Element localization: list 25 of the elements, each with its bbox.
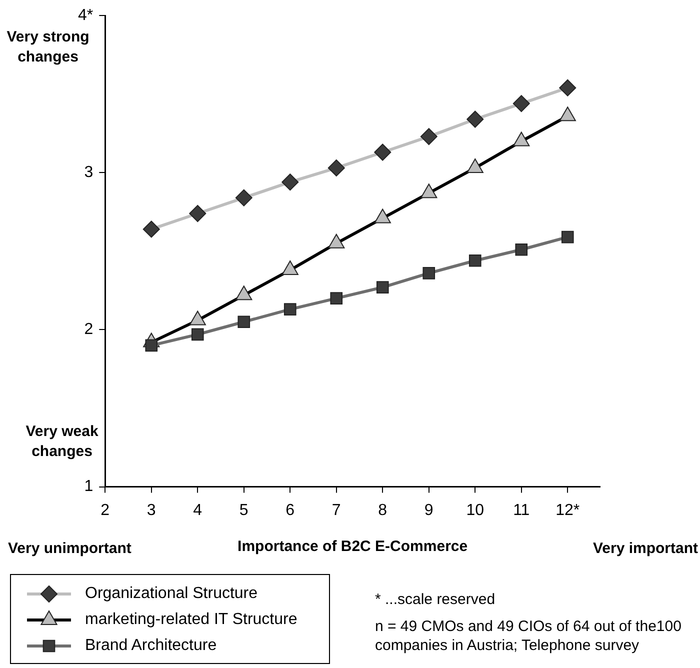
y-tick-label: 2 — [84, 321, 94, 338]
x-tick-label: 6 — [286, 502, 295, 519]
x-tick-label: 7 — [332, 502, 341, 519]
x-tick-label: 8 — [378, 502, 388, 519]
x-tick-label: 4 — [193, 502, 202, 519]
x-tick-label: 10 — [466, 502, 484, 519]
legend-label: Organizational Structure — [85, 585, 258, 603]
x-tick-label: 11 — [513, 502, 530, 519]
legend-label: marketing-related IT Structure — [85, 611, 298, 629]
legend-label: Brand Architecture — [85, 637, 217, 655]
x-axis-title: Importance of B2C E-Commerce — [238, 538, 468, 556]
x-tick-label: 2 — [100, 502, 110, 519]
text: Very unimportant — [8, 540, 132, 557]
text: Very weak changes — [26, 422, 99, 460]
text: n = 49 CMOs and 49 CIOs of 64 out of the100 companies in Austria; Telephone survey — [375, 617, 682, 655]
text: Very strong changes — [6, 28, 90, 66]
text: * ...scale reserved — [375, 590, 496, 609]
y-tick-label: 4* — [78, 7, 94, 24]
x-tick-label: 9 — [424, 502, 434, 519]
x-tick-label: 12* — [556, 502, 580, 519]
text: Very important — [592, 540, 698, 557]
y-tick-label: 3 — [84, 164, 94, 182]
x-tick-label: 3 — [146, 502, 156, 519]
y-tick-label: 1 — [84, 478, 94, 496]
x-tick-label: 5 — [239, 502, 248, 519]
